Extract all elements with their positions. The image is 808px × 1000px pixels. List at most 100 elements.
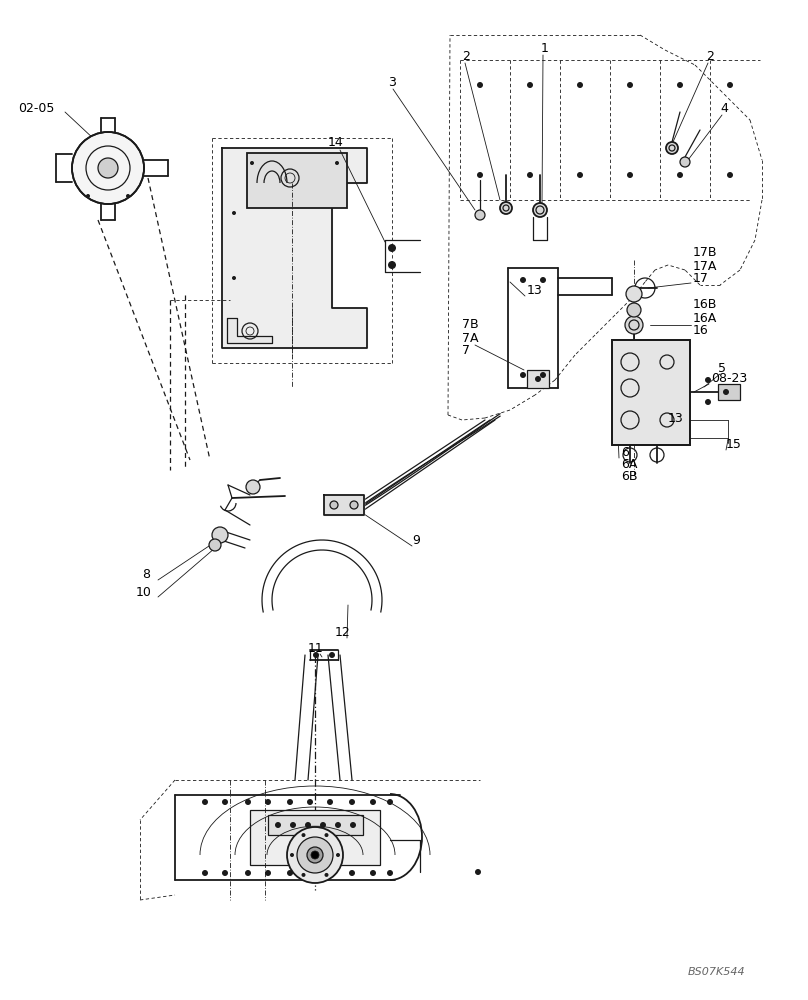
Text: 16B: 16B bbox=[693, 298, 718, 312]
Circle shape bbox=[290, 853, 294, 857]
Circle shape bbox=[540, 372, 546, 378]
Circle shape bbox=[330, 501, 338, 509]
Circle shape bbox=[327, 799, 333, 805]
Text: 11: 11 bbox=[308, 642, 324, 654]
Text: 10: 10 bbox=[136, 585, 152, 598]
Circle shape bbox=[329, 652, 335, 658]
Circle shape bbox=[705, 399, 711, 405]
Circle shape bbox=[723, 389, 729, 395]
Text: 8: 8 bbox=[142, 568, 150, 582]
Circle shape bbox=[222, 799, 228, 805]
Text: 13: 13 bbox=[527, 284, 543, 296]
Circle shape bbox=[325, 833, 329, 837]
Circle shape bbox=[72, 132, 144, 204]
Circle shape bbox=[232, 276, 236, 280]
Circle shape bbox=[287, 827, 343, 883]
Circle shape bbox=[680, 157, 690, 167]
Circle shape bbox=[705, 377, 711, 383]
Circle shape bbox=[677, 172, 683, 178]
Polygon shape bbox=[227, 318, 272, 343]
Text: 4: 4 bbox=[720, 102, 728, 114]
Circle shape bbox=[212, 527, 228, 543]
Circle shape bbox=[222, 870, 228, 876]
Text: 17A: 17A bbox=[693, 259, 718, 272]
Bar bbox=[247, 153, 347, 208]
Circle shape bbox=[98, 158, 118, 178]
Circle shape bbox=[350, 822, 356, 828]
Circle shape bbox=[265, 799, 271, 805]
Circle shape bbox=[246, 480, 260, 494]
Circle shape bbox=[320, 822, 326, 828]
Text: 08-23: 08-23 bbox=[711, 371, 747, 384]
Circle shape bbox=[313, 652, 319, 658]
Circle shape bbox=[350, 501, 358, 509]
Circle shape bbox=[627, 303, 641, 317]
Circle shape bbox=[202, 799, 208, 805]
Circle shape bbox=[388, 244, 396, 252]
Bar bbox=[268, 815, 363, 835]
Polygon shape bbox=[222, 148, 367, 348]
Circle shape bbox=[527, 82, 533, 88]
Circle shape bbox=[627, 82, 633, 88]
Circle shape bbox=[307, 870, 313, 876]
Bar bbox=[718, 384, 740, 400]
Circle shape bbox=[475, 869, 481, 875]
Circle shape bbox=[311, 851, 319, 859]
Text: BS07K544: BS07K544 bbox=[688, 967, 746, 977]
Circle shape bbox=[325, 873, 329, 877]
Text: 6A: 6A bbox=[621, 458, 638, 471]
Circle shape bbox=[287, 870, 293, 876]
Text: 2: 2 bbox=[706, 50, 714, 64]
Circle shape bbox=[387, 870, 393, 876]
Text: 6B: 6B bbox=[621, 470, 638, 483]
Circle shape bbox=[327, 870, 333, 876]
Circle shape bbox=[307, 847, 323, 863]
Circle shape bbox=[336, 853, 340, 857]
Circle shape bbox=[727, 82, 733, 88]
Circle shape bbox=[305, 822, 311, 828]
Text: 16: 16 bbox=[693, 324, 709, 338]
Circle shape bbox=[520, 277, 526, 283]
Circle shape bbox=[209, 539, 221, 551]
Circle shape bbox=[301, 833, 305, 837]
Circle shape bbox=[370, 870, 376, 876]
Circle shape bbox=[677, 82, 683, 88]
Circle shape bbox=[625, 316, 643, 334]
Text: 3: 3 bbox=[388, 77, 396, 90]
Bar bbox=[612, 340, 690, 445]
Bar bbox=[527, 370, 549, 388]
Circle shape bbox=[388, 261, 396, 269]
Text: 1: 1 bbox=[541, 41, 549, 54]
Text: 02-05: 02-05 bbox=[18, 102, 54, 114]
Bar bbox=[612, 340, 690, 445]
Text: 7B: 7B bbox=[462, 318, 478, 332]
Circle shape bbox=[475, 210, 485, 220]
Circle shape bbox=[627, 172, 633, 178]
Circle shape bbox=[370, 799, 376, 805]
Circle shape bbox=[577, 172, 583, 178]
Circle shape bbox=[202, 870, 208, 876]
Circle shape bbox=[287, 799, 293, 805]
Circle shape bbox=[533, 203, 547, 217]
Circle shape bbox=[232, 211, 236, 215]
Circle shape bbox=[500, 202, 512, 214]
Circle shape bbox=[245, 870, 251, 876]
Circle shape bbox=[520, 372, 526, 378]
Circle shape bbox=[349, 799, 355, 805]
Circle shape bbox=[265, 870, 271, 876]
Text: 17B: 17B bbox=[693, 246, 718, 259]
Circle shape bbox=[301, 873, 305, 877]
Circle shape bbox=[349, 870, 355, 876]
Circle shape bbox=[387, 799, 393, 805]
Circle shape bbox=[290, 822, 296, 828]
Circle shape bbox=[577, 82, 583, 88]
Bar bbox=[250, 810, 380, 865]
Text: 15: 15 bbox=[726, 438, 742, 450]
Text: 9: 9 bbox=[412, 534, 420, 546]
Text: 14: 14 bbox=[328, 136, 343, 149]
Circle shape bbox=[535, 376, 541, 382]
Text: 17: 17 bbox=[693, 272, 709, 286]
Circle shape bbox=[626, 286, 642, 302]
Text: 12: 12 bbox=[335, 626, 351, 639]
Circle shape bbox=[540, 277, 546, 283]
